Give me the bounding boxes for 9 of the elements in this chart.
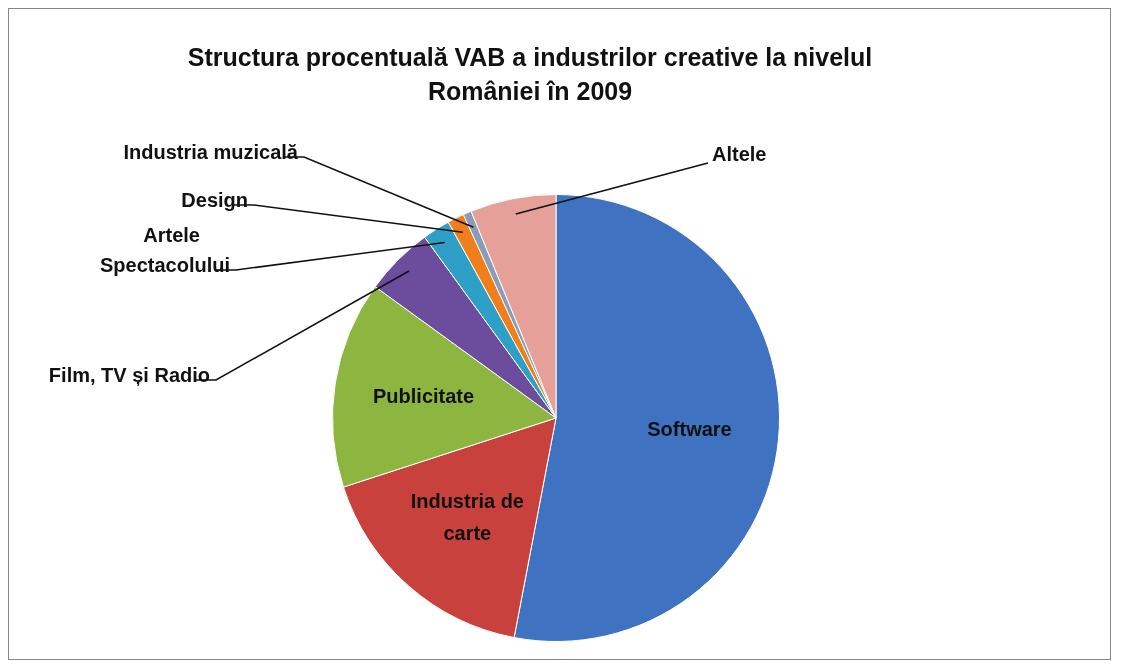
slice-label: Industria de carte [410,490,524,545]
slice-label: Publicitate [372,384,475,407]
slice-label: Film, TV și Radio [48,363,210,386]
slice-label: Industria muzicală [123,140,299,163]
slice-label: Artele Spectacolului [99,223,230,276]
chart-title: Structura procentuală VAB a industrilor creative la nivelul României în 2009 [186,42,874,107]
slice-label: Design [181,188,248,211]
slice-label: Software [647,418,732,441]
slice-label: Altele [712,142,767,165]
